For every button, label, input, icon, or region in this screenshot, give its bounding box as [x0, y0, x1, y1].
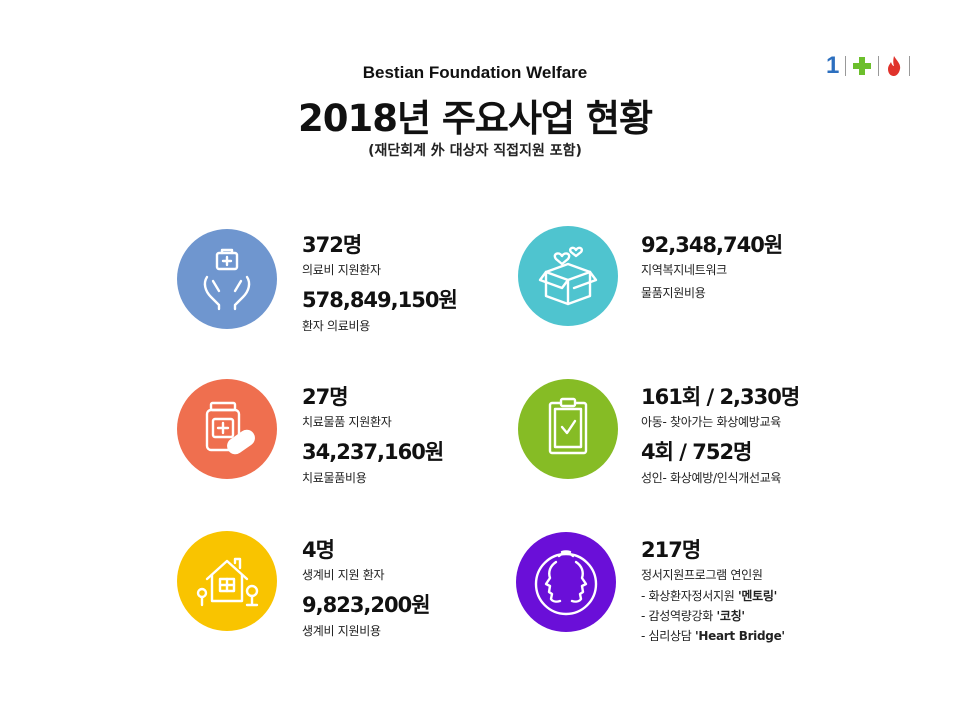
- page-note: (재단회계 外 대상자 직접지원 포함): [368, 143, 582, 159]
- label-emotional-participants: 정서지원프로그램 연인원: [641, 568, 763, 582]
- hands-medical-kit-icon: [203, 248, 251, 311]
- flame-icon: [888, 56, 901, 76]
- bullet-heart-bridge: - 심리상담 'Heart Bridge': [641, 627, 785, 644]
- stat-living-patients: 4명: [302, 538, 335, 562]
- circle-education: [518, 379, 618, 479]
- label-treatment-patients: 치료물품 지원환자: [302, 415, 392, 429]
- stat-child-education: 161회 / 2,330명: [641, 385, 800, 409]
- bullet-heart-bridge-bold: 'Heart Bridge': [695, 629, 785, 643]
- logo-divider: [845, 56, 847, 76]
- bullet-coaching-bold: '코칭': [716, 609, 746, 623]
- bullet-coaching: - 감성역량강화 '코칭': [641, 607, 745, 624]
- logo-divider: [909, 56, 911, 76]
- gift-box-hearts-icon: [538, 246, 598, 306]
- bullet-mentoring-bold: '멘토링': [737, 589, 777, 603]
- circle-welfare: [518, 226, 618, 326]
- label-welfare-cost: 물품지원비용: [641, 286, 706, 300]
- circle-living: [177, 531, 277, 631]
- stat-welfare-cost: 92,348,740원: [641, 233, 783, 257]
- medicine-jar-pill-icon: [205, 401, 255, 455]
- label-adult-education: 성인- 화상예방/인식개선교육: [641, 471, 782, 485]
- bullet-coaching-prefix: - 감성역량강화: [641, 609, 717, 623]
- logo-number: 1: [826, 52, 840, 79]
- two-faces-icon: [534, 550, 598, 616]
- stat-treatment-patients: 27명: [302, 385, 349, 409]
- logo: 1: [826, 52, 911, 80]
- bullet-mentoring-prefix: - 화상환자정서지원: [641, 589, 738, 603]
- label-medical-patients: 의료비 지원환자: [302, 263, 381, 277]
- bullet-mentoring: - 화상환자정서지원 '멘토링': [641, 587, 777, 604]
- label-medical-cost: 환자 의료비용: [302, 319, 370, 333]
- house-trees-icon: [196, 557, 259, 607]
- subtitle-english: Bestian Foundation Welfare: [362, 63, 588, 82]
- label-child-education: 아동- 찾아가는 화상예방교육: [641, 415, 781, 429]
- circle-medical: [177, 229, 277, 329]
- circle-emotional: [516, 532, 616, 632]
- circle-treatment: [177, 379, 277, 479]
- stat-medical-patients: 372명: [302, 233, 362, 257]
- stat-emotional-participants: 217명: [641, 538, 701, 562]
- stat-medical-cost: 578,849,150원: [302, 288, 458, 312]
- clipboard-check-icon: [548, 397, 588, 455]
- label-welfare-network: 지역복지네트워크: [641, 263, 727, 277]
- page-title: 2018년 주요사업 현황: [297, 97, 653, 140]
- stat-adult-education: 4회 / 752명: [641, 440, 752, 464]
- stat-living-cost: 9,823,200원: [302, 593, 431, 617]
- label-living-cost: 생계비 지원비용: [302, 624, 381, 638]
- bullet-heart-bridge-prefix: - 심리상담: [641, 629, 696, 643]
- label-living-patients: 생계비 지원 환자: [302, 568, 385, 582]
- logo-divider: [878, 56, 880, 76]
- stat-treatment-cost: 34,237,160원: [302, 440, 444, 464]
- label-treatment-cost: 치료물품비용: [302, 471, 367, 485]
- plus-icon: [853, 57, 872, 75]
